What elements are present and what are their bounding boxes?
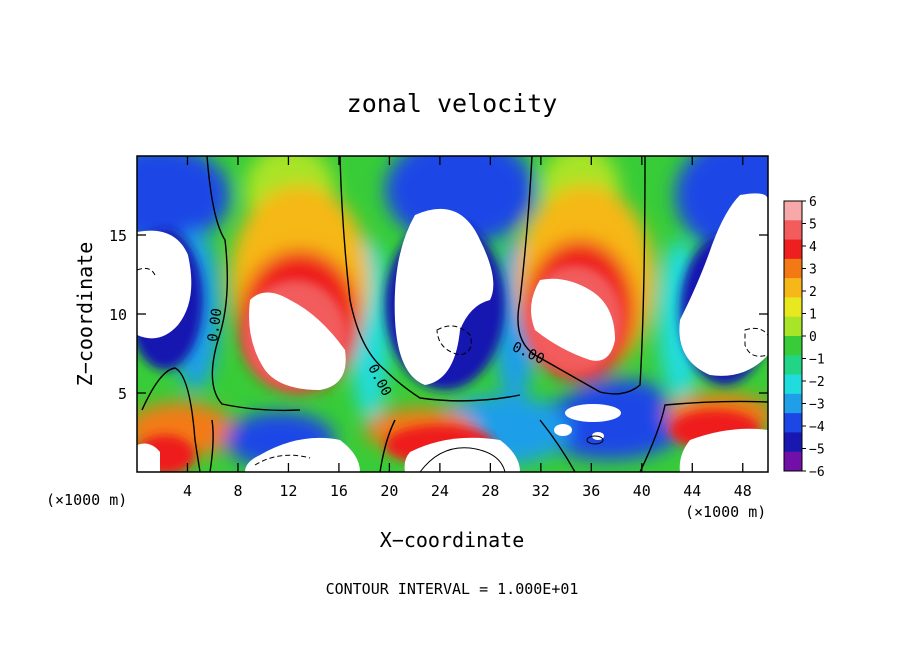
- y-tick-label: 5: [118, 385, 127, 403]
- colorbar-label: 2: [809, 285, 817, 300]
- y-axis-label: Z−coordinate: [73, 242, 97, 387]
- x-tick-label: 40: [633, 482, 651, 500]
- colorbar-label: −4: [809, 420, 825, 435]
- x-tick-label: 32: [532, 482, 550, 500]
- colorbar-label: −3: [809, 398, 825, 413]
- colorbar-label: 4: [809, 240, 817, 255]
- y-tick-label: 10: [109, 306, 127, 324]
- colorbar-label: −5: [809, 443, 825, 458]
- heatmap-field: [137, 156, 768, 472]
- colorbar-swatch: [784, 220, 802, 241]
- chart-title: zonal velocity: [347, 89, 558, 118]
- colorbar-swatch: [784, 413, 802, 433]
- x-tick-label: 28: [481, 482, 499, 500]
- x-unit-right: (×1000 m): [685, 503, 766, 521]
- y-tick-label: 15: [109, 227, 127, 245]
- colorbar-swatch: [784, 451, 802, 472]
- x-tick-label: 8: [233, 482, 242, 500]
- colorbar-swatch: [784, 355, 802, 376]
- x-tick-label: 48: [734, 482, 752, 500]
- x-tick-label: 24: [431, 482, 449, 500]
- colorbar-label: 1: [809, 308, 817, 323]
- x-tick-label: 36: [582, 482, 600, 500]
- colorbar-swatch: [784, 316, 802, 337]
- colorbar-swatch: [784, 297, 802, 318]
- contour-label: 0.00: [205, 307, 226, 343]
- x-unit-left: (×1000 m): [46, 491, 127, 509]
- colorbar-label: 6: [809, 195, 817, 210]
- colorbar-swatch: [784, 374, 802, 395]
- y-ticks: 5 10 15: [109, 227, 768, 403]
- colorbar-swatch: [784, 201, 802, 221]
- x-tick-label: 20: [380, 482, 398, 500]
- colorbar-label: −2: [809, 375, 825, 390]
- x-ticks: 4 8 12 16 20 24 28 32 36 40 44 48: [183, 156, 752, 500]
- colorbar-label: 0: [809, 330, 817, 345]
- x-axis-label: X−coordinate: [380, 528, 525, 552]
- colorbar-swatch: [784, 393, 802, 414]
- colorbar-label: 3: [809, 263, 817, 278]
- colorbar-swatch: [784, 239, 802, 260]
- x-tick-label: 4: [183, 482, 192, 500]
- colorbar-swatch: [784, 336, 802, 356]
- contour-interval-note: CONTOUR INTERVAL = 1.000E+01: [326, 580, 579, 598]
- colorbar-swatch: [784, 278, 802, 298]
- colorbar-swatch: [784, 432, 802, 453]
- x-tick-label: 44: [683, 482, 701, 500]
- colorbar: 6 5 4 3 2 1 0 −1 −2 −3 −4 −5 −6: [783, 195, 825, 480]
- colorbar-label: −6: [809, 465, 825, 480]
- colorbar-label: −1: [809, 353, 825, 368]
- x-tick-label: 16: [330, 482, 348, 500]
- colorbar-swatch: [784, 258, 802, 279]
- colorbar-label: 5: [809, 218, 817, 233]
- x-tick-label: 12: [279, 482, 297, 500]
